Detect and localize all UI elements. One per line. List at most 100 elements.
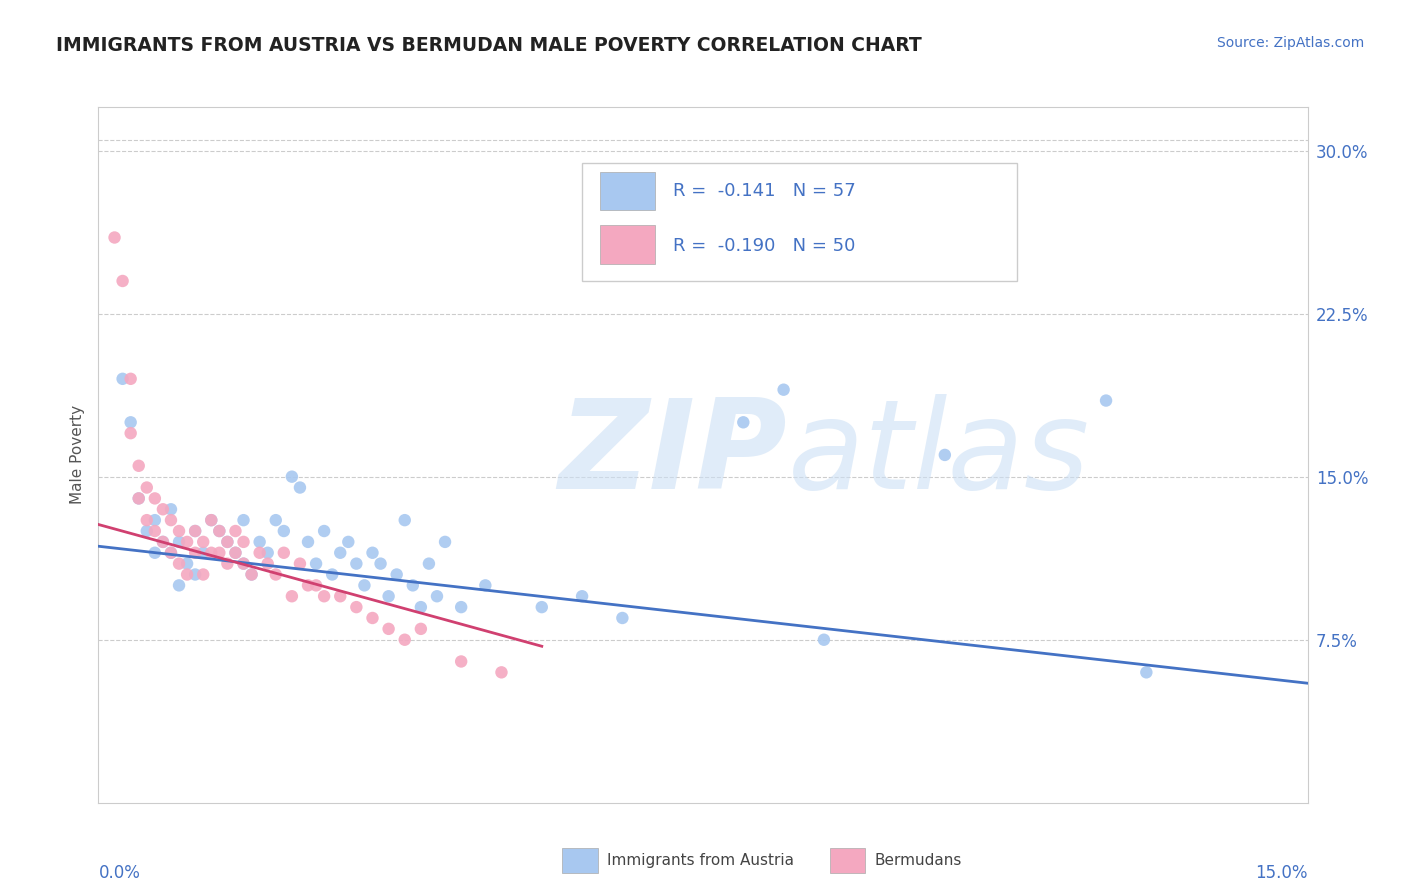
Point — [143, 513, 166, 527]
Point — [385, 567, 408, 582]
Point — [200, 513, 222, 527]
Point — [314, 524, 336, 538]
Point — [160, 513, 183, 527]
Point — [120, 415, 142, 429]
Point — [450, 655, 472, 669]
Text: 15.0%: 15.0% — [1256, 863, 1308, 881]
Point — [305, 557, 328, 571]
Point — [193, 567, 215, 582]
Point — [361, 611, 384, 625]
FancyBboxPatch shape — [600, 226, 655, 264]
Point — [426, 589, 449, 603]
Text: R =  -0.190   N = 50: R = -0.190 N = 50 — [673, 237, 855, 255]
Point — [409, 622, 432, 636]
Point — [273, 524, 295, 538]
Point — [160, 546, 183, 560]
Text: 0.0%: 0.0% — [98, 863, 141, 881]
Point — [184, 524, 207, 538]
Point — [143, 491, 166, 506]
Point — [240, 567, 263, 582]
Point — [314, 589, 336, 603]
Point — [297, 534, 319, 549]
Point — [217, 557, 239, 571]
Point — [353, 578, 375, 592]
FancyBboxPatch shape — [582, 162, 1018, 281]
Point — [135, 481, 157, 495]
Point — [128, 491, 150, 506]
Point — [329, 589, 352, 603]
Point — [208, 524, 231, 538]
Point — [184, 524, 207, 538]
Point — [281, 469, 304, 483]
Point — [361, 546, 384, 560]
Point — [256, 546, 278, 560]
Point — [193, 546, 215, 560]
Point — [224, 546, 246, 560]
Point — [232, 557, 254, 571]
Point — [571, 589, 593, 603]
Point — [176, 567, 198, 582]
Point — [232, 534, 254, 549]
Point — [200, 513, 222, 527]
Point — [167, 534, 190, 549]
Point — [184, 546, 207, 560]
Point — [217, 534, 239, 549]
Point — [256, 557, 278, 571]
Point — [232, 557, 254, 571]
Point — [1135, 665, 1157, 680]
Point — [1095, 393, 1118, 408]
Point — [128, 491, 150, 506]
Point — [176, 534, 198, 549]
Point — [273, 546, 295, 560]
Point — [120, 426, 142, 441]
Point — [167, 578, 190, 592]
Point — [143, 524, 166, 538]
Point — [160, 502, 183, 516]
Text: ZIP: ZIP — [558, 394, 786, 516]
Text: IMMIGRANTS FROM AUSTRIA VS BERMUDAN MALE POVERTY CORRELATION CHART: IMMIGRANTS FROM AUSTRIA VS BERMUDAN MALE… — [56, 36, 922, 54]
Point — [176, 557, 198, 571]
Point — [128, 458, 150, 473]
Point — [217, 534, 239, 549]
Point — [135, 524, 157, 538]
Point — [772, 383, 794, 397]
Point — [377, 589, 399, 603]
Point — [249, 546, 271, 560]
Point — [264, 567, 287, 582]
Point — [103, 230, 125, 244]
Point — [409, 600, 432, 615]
Point — [193, 534, 215, 549]
Point — [135, 513, 157, 527]
Point — [394, 632, 416, 647]
Point — [152, 534, 174, 549]
Point — [344, 557, 367, 571]
Point — [402, 578, 425, 592]
Point — [111, 274, 134, 288]
Text: R =  -0.141   N = 57: R = -0.141 N = 57 — [673, 182, 855, 200]
Point — [281, 589, 304, 603]
Point — [329, 546, 352, 560]
Point — [434, 534, 457, 549]
Point — [934, 448, 956, 462]
Point — [264, 513, 287, 527]
Point — [208, 546, 231, 560]
Point — [224, 546, 246, 560]
Text: Source: ZipAtlas.com: Source: ZipAtlas.com — [1216, 36, 1364, 50]
Point — [530, 600, 553, 615]
Point — [167, 524, 190, 538]
Point — [733, 415, 755, 429]
Point — [200, 546, 222, 560]
Point — [120, 372, 142, 386]
Point — [377, 622, 399, 636]
Point — [337, 534, 360, 549]
Text: atlas: atlas — [787, 394, 1090, 516]
Point — [612, 611, 634, 625]
Point — [224, 524, 246, 538]
Text: Immigrants from Austria: Immigrants from Austria — [607, 854, 794, 868]
Text: Bermudans: Bermudans — [875, 854, 962, 868]
Point — [167, 557, 190, 571]
Point — [249, 534, 271, 549]
Point — [321, 567, 343, 582]
Point — [208, 524, 231, 538]
Point — [297, 578, 319, 592]
